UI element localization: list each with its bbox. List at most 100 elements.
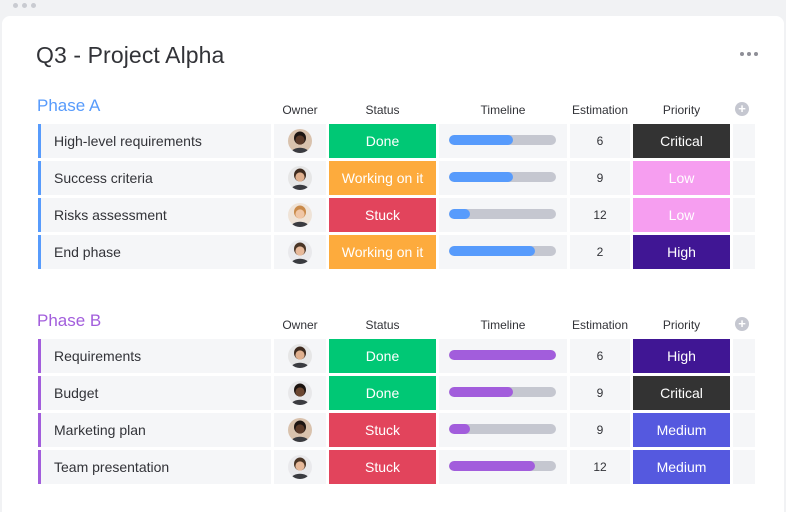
estimation-value[interactable]: 9 (570, 413, 630, 447)
priority-label[interactable]: High (633, 339, 730, 373)
column-header-owner[interactable]: Owner (282, 318, 318, 332)
timeline-cell[interactable] (439, 339, 567, 373)
table-row[interactable]: Success criteria Working on it 9 Low (2, 161, 784, 195)
timeline-bar (449, 135, 556, 145)
timeline-bar (449, 209, 556, 219)
row-end-cell (733, 413, 755, 447)
status-label[interactable]: Stuck (329, 450, 436, 484)
status-label[interactable]: Done (329, 339, 436, 373)
table-row[interactable]: High-level requirements Done 6 Critical (2, 124, 784, 158)
more-options-icon[interactable] (740, 52, 758, 56)
estimation-value[interactable]: 6 (570, 124, 630, 158)
priority-label[interactable]: Medium (633, 450, 730, 484)
priority-label[interactable]: Low (633, 198, 730, 232)
item-name-cell[interactable]: Requirements (38, 339, 271, 373)
column-header-priority[interactable]: Priority (662, 318, 701, 332)
timeline-cell[interactable] (439, 161, 567, 195)
group-title[interactable]: Phase A (37, 96, 101, 115)
owner-cell[interactable] (274, 413, 326, 447)
status-label[interactable]: Working on it (329, 161, 436, 195)
owner-cell[interactable] (274, 124, 326, 158)
column-header-priority[interactable]: Priority (662, 103, 701, 117)
priority-label[interactable]: Critical (633, 376, 730, 410)
timeline-progress (449, 209, 471, 219)
timeline-cell[interactable] (439, 235, 567, 269)
timeline-cell[interactable] (439, 198, 567, 232)
owner-cell[interactable] (274, 198, 326, 232)
owner-cell[interactable] (274, 161, 326, 195)
row-end-cell (733, 198, 755, 232)
owner-cell[interactable] (274, 339, 326, 373)
column-header-estimation[interactable]: Estimation (571, 318, 629, 332)
owner-cell[interactable] (274, 235, 326, 269)
table-row[interactable]: Team presentation Stuck 12 Medium (2, 450, 784, 484)
item-name-cell[interactable]: Risks assessment (38, 198, 271, 232)
estimation-value[interactable]: 9 (570, 161, 630, 195)
timeline-cell[interactable] (439, 450, 567, 484)
timeline-progress (449, 424, 471, 434)
status-label[interactable]: Done (329, 376, 436, 410)
estimation-value[interactable]: 6 (570, 339, 630, 373)
table-row[interactable]: Requirements Done 6 High (2, 339, 784, 373)
timeline-cell[interactable] (439, 124, 567, 158)
timeline-progress (449, 461, 535, 471)
timeline-progress (449, 387, 514, 397)
item-name-cell[interactable]: Marketing plan (38, 413, 271, 447)
estimation-value[interactable]: 2 (570, 235, 630, 269)
timeline-progress (449, 135, 514, 145)
avatar-woman-blonde-icon[interactable] (288, 203, 312, 227)
priority-label[interactable]: Critical (633, 124, 730, 158)
column-header-timeline[interactable]: Timeline (480, 103, 526, 117)
window-controls (13, 3, 36, 8)
status-label[interactable]: Working on it (329, 235, 436, 269)
timeline-progress (449, 246, 535, 256)
avatar-woman-curly-icon[interactable] (288, 129, 312, 153)
avatar-man-beard-icon[interactable] (288, 344, 312, 368)
timeline-bar (449, 387, 556, 397)
avatar-man-beard-icon[interactable] (288, 166, 312, 190)
estimation-value[interactable]: 12 (570, 450, 630, 484)
avatar-man-glasses-icon[interactable] (288, 240, 312, 264)
item-name-cell[interactable]: Success criteria (38, 161, 271, 195)
timeline-cell[interactable] (439, 413, 567, 447)
table-row[interactable]: Budget Done 9 Critical (2, 376, 784, 410)
column-header-estimation[interactable]: Estimation (571, 103, 629, 117)
timeline-bar (449, 246, 556, 256)
add-column-icon[interactable]: + (735, 102, 749, 116)
add-column-icon[interactable]: + (735, 317, 749, 331)
item-name: High-level requirements (54, 133, 202, 149)
timeline-cell[interactable] (439, 376, 567, 410)
owner-cell[interactable] (274, 376, 326, 410)
group-title[interactable]: Phase B (37, 311, 102, 330)
column-header-status[interactable]: Status (365, 318, 400, 332)
item-name: Success criteria (54, 170, 153, 186)
item-name-cell[interactable]: High-level requirements (38, 124, 271, 158)
group-header: Phase B Owner Status Timeline Estimation Prio… (2, 311, 784, 335)
avatar-man-glasses-icon[interactable] (288, 455, 312, 479)
table-row[interactable]: Marketing plan Stuck 9 Medium (2, 413, 784, 447)
table-row[interactable]: Risks assessment Stuck 12 Low (2, 198, 784, 232)
item-name-cell[interactable]: Budget (38, 376, 271, 410)
priority-label[interactable]: Low (633, 161, 730, 195)
timeline-bar (449, 172, 556, 182)
owner-cell[interactable] (274, 450, 326, 484)
status-label[interactable]: Done (329, 124, 436, 158)
column-header-owner[interactable]: Owner (282, 103, 318, 117)
column-header-status[interactable]: Status (365, 103, 400, 117)
priority-label[interactable]: Medium (633, 413, 730, 447)
status-label[interactable]: Stuck (329, 413, 436, 447)
item-name-cell[interactable]: Team presentation (38, 450, 271, 484)
estimation-value[interactable]: 9 (570, 376, 630, 410)
item-name: End phase (54, 244, 121, 260)
status-label[interactable]: Stuck (329, 198, 436, 232)
avatar-man-dark-icon[interactable] (288, 381, 312, 405)
column-header-timeline[interactable]: Timeline (480, 318, 526, 332)
table-row[interactable]: End phase Working on it 2 High (2, 235, 784, 269)
item-name-cell[interactable]: End phase (38, 235, 271, 269)
group-header: Phase A Owner Status Timeline Estimation Prio… (2, 96, 784, 120)
item-name: Risks assessment (54, 207, 167, 223)
estimation-value[interactable]: 12 (570, 198, 630, 232)
row-end-cell (733, 450, 755, 484)
avatar-woman-curly-icon[interactable] (288, 418, 312, 442)
priority-label[interactable]: High (633, 235, 730, 269)
